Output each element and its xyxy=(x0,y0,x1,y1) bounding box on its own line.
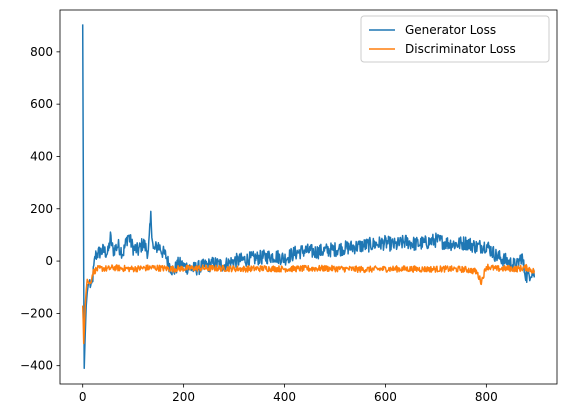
y-tick-label: 200 xyxy=(30,202,53,216)
y-tick-label: 0 xyxy=(45,254,53,268)
x-tick-label: 200 xyxy=(172,390,195,404)
legend: Generator Loss Discriminator Loss xyxy=(360,15,550,63)
y-tick-label: 600 xyxy=(30,97,53,111)
x-tick-label: 400 xyxy=(273,390,296,404)
y-tick-label: −200 xyxy=(20,306,53,320)
x-axis: 0 200 400 600 800 xyxy=(79,384,498,404)
y-axis: −400 −200 0 200 400 600 800 xyxy=(20,45,60,373)
y-tick-label: 800 xyxy=(30,45,53,59)
legend-box xyxy=(360,15,550,63)
legend-label: Discriminator Loss xyxy=(405,42,516,56)
series-line-discriminator-loss xyxy=(81,263,536,345)
lines-layer xyxy=(81,24,536,370)
x-tick-label: 0 xyxy=(79,390,87,404)
plot-frame xyxy=(59,9,558,385)
y-tick-label: −400 xyxy=(20,359,53,373)
x-tick-label: 600 xyxy=(374,390,397,404)
legend-label: Generator Loss xyxy=(405,23,496,37)
y-tick-label: 400 xyxy=(30,149,53,163)
series-line-generator-loss xyxy=(81,24,536,370)
x-tick-label: 800 xyxy=(475,390,498,404)
